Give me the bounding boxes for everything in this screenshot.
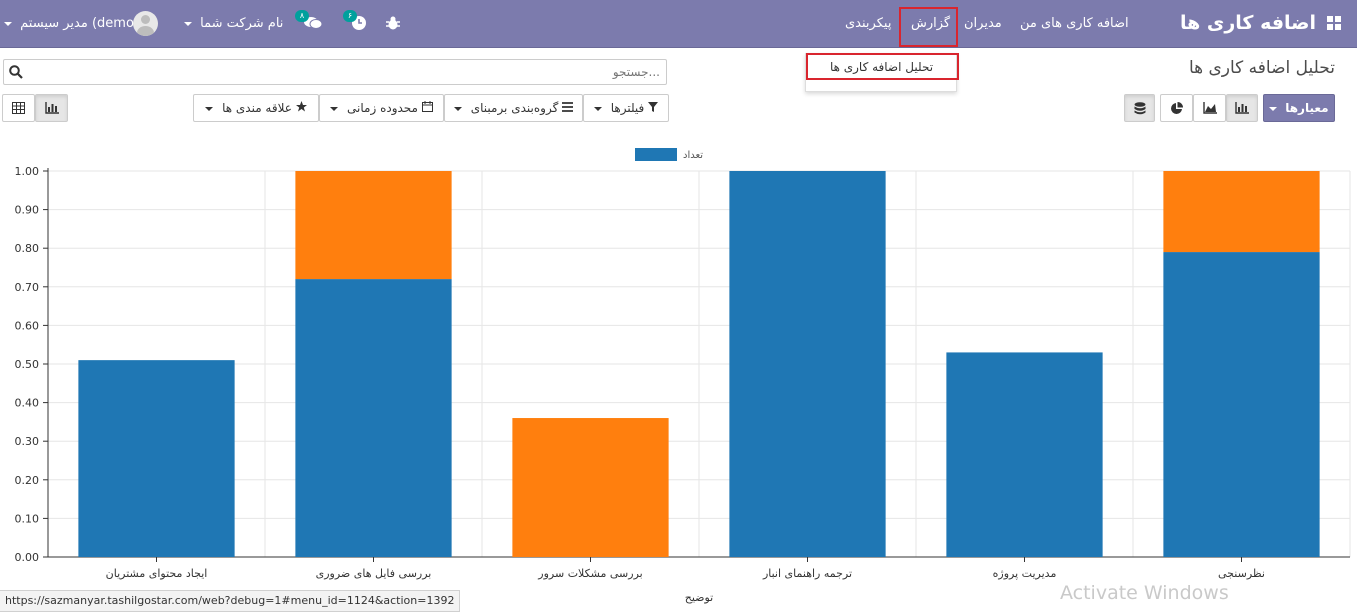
x-tick-label: ایجاد محتوای مشتریان: [106, 567, 208, 580]
menu-configuration[interactable]: پیکربندی: [845, 16, 892, 31]
x-tick-label: نظرسنجی: [1218, 567, 1265, 580]
activate-windows-watermark: Activate Windows: [1060, 582, 1229, 604]
menu-managers[interactable]: مدیران: [964, 16, 1002, 31]
legend-swatch: [635, 148, 677, 161]
bar: [1163, 171, 1320, 253]
menu-reporting[interactable]: گزارش: [911, 16, 951, 31]
menu-my-overtime[interactable]: اضافه کاری های من: [1020, 16, 1129, 31]
dropdown-item-highlight: [806, 53, 959, 80]
x-tick-label: بررسی فایل های ضروری: [316, 567, 432, 580]
chevron-down-icon: [1269, 106, 1278, 111]
user-name: مدیر سیستم (demo): [20, 16, 139, 31]
x-tick-label: بررسی مشکلات سرور: [537, 567, 642, 580]
y-tick-label: 0.80: [15, 242, 40, 255]
list-icon: [562, 102, 574, 112]
chevron-down-icon: [4, 21, 12, 26]
y-tick-label: 0.40: [15, 397, 40, 410]
timerange-label: محدوده زمانی: [347, 101, 418, 115]
x-tick-label: ترجمه راهنمای انبار: [762, 567, 852, 580]
pivot-view-button[interactable]: [2, 94, 35, 122]
chevron-down-icon: [184, 21, 192, 26]
search-input[interactable]: [60, 60, 660, 84]
y-tick-label: 0.10: [15, 512, 40, 525]
menu-item-overtime-analysis[interactable]: تحلیل اضافه کاری ها: [829, 60, 934, 74]
stacked-toggle-button[interactable]: [1124, 94, 1155, 122]
bar: [946, 352, 1103, 557]
calendar-icon: [421, 101, 433, 112]
x-axis-title: توضیح: [685, 591, 714, 604]
line-chart-button[interactable]: [1193, 94, 1226, 122]
measures-label: معیارها: [1285, 101, 1329, 115]
bar: [729, 171, 886, 557]
apps-grid-icon[interactable]: [1327, 16, 1341, 30]
y-tick-label: 0.60: [15, 319, 40, 332]
groupby-label: گروه‌بندی برمبنای: [470, 101, 559, 115]
bar: [295, 171, 452, 280]
status-bar-url: https://sazmanyar.tashilgostar.com/web?d…: [0, 590, 461, 612]
y-tick-label: 0.50: [15, 358, 40, 371]
legend-label: تعداد: [683, 150, 703, 161]
bar-chart-button[interactable]: [1226, 94, 1258, 122]
bar-chart-icon: [44, 102, 59, 114]
measures-button[interactable]: معیارها: [1263, 94, 1335, 122]
bar: [512, 418, 669, 557]
pie-chart-icon: [1171, 102, 1183, 114]
pie-chart-button[interactable]: [1160, 94, 1193, 122]
chevron-down-icon: [453, 106, 462, 111]
graph-view-button[interactable]: [35, 94, 68, 122]
bug-icon[interactable]: [385, 15, 401, 31]
search-icon[interactable]: [9, 65, 23, 79]
page-title: تحلیل اضافه کاری ها: [1188, 58, 1335, 78]
favorites-button[interactable]: علاقه مندی ها: [193, 94, 319, 122]
y-tick-label: 1.00: [15, 165, 40, 178]
y-tick-label: 0.90: [15, 204, 40, 217]
area-chart-icon: [1202, 102, 1217, 114]
reporting-highlight: [899, 7, 958, 47]
chevron-down-icon: [593, 106, 602, 111]
favorites-label: علاقه مندی ها: [222, 101, 292, 115]
filter-icon: [648, 102, 659, 112]
company-switcher[interactable]: نام شرکت شما: [184, 0, 283, 47]
y-tick-label: 0.20: [15, 474, 40, 487]
x-tick-label: مدیریت پروژه: [993, 567, 1057, 580]
bar: [78, 360, 235, 557]
star-icon: [295, 101, 307, 112]
database-icon: [1134, 102, 1145, 115]
filters-label: فیلترها: [610, 101, 645, 115]
app-name[interactable]: اضافه کاری ها: [1180, 12, 1317, 34]
activity-count-badge: ۶: [343, 10, 357, 22]
timerange-button[interactable]: محدوده زمانی: [319, 94, 444, 122]
filters-button[interactable]: فیلترها: [583, 94, 669, 122]
y-tick-label: 0.30: [15, 435, 40, 448]
user-menu[interactable]: مدیر سیستم (demo): [4, 0, 139, 47]
groupby-button[interactable]: گروه‌بندی برمبنای: [444, 94, 583, 122]
bar: [295, 279, 452, 557]
table-icon: [12, 102, 25, 114]
y-tick-label: 0.70: [15, 281, 40, 294]
bar-chart-icon: [1235, 102, 1249, 114]
avatar[interactable]: [133, 11, 158, 36]
bar-chart: 1.00 0.90 0.80 0.70 0.60 0.50 0.40 0.30 0.20 0.10…: [15, 148, 1351, 604]
chevron-down-icon: [330, 106, 339, 111]
chevron-down-icon: [205, 106, 214, 111]
company-name: نام شرکت شما: [200, 16, 284, 31]
bar: [1163, 252, 1320, 557]
y-tick-label: 0.00: [15, 551, 40, 564]
top-navbar: اضافه کاری ها اضافه کاری های من مدیران گ…: [0, 0, 1357, 48]
message-count-badge: ۸: [295, 10, 309, 22]
search-box[interactable]: [3, 59, 667, 85]
